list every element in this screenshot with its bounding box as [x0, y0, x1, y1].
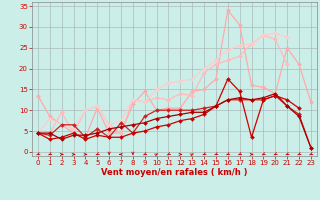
X-axis label: Vent moyen/en rafales ( km/h ): Vent moyen/en rafales ( km/h ) [101, 168, 248, 177]
